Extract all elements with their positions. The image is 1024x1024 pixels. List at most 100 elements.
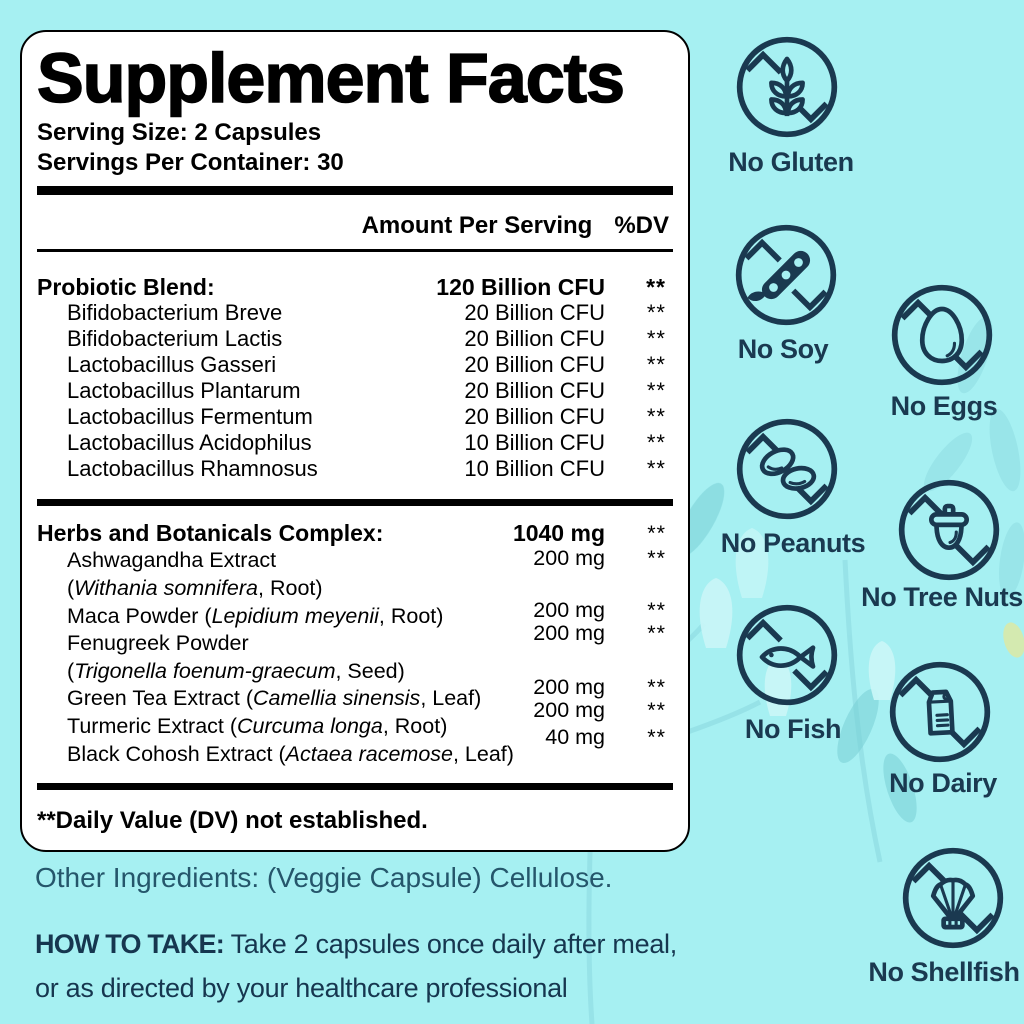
ingredient-name: Bifidobacterium Lactis [67, 326, 283, 351]
ingredient-amount: 40 mg [545, 725, 605, 749]
ingredient-amount: 20 Billion CFU [464, 404, 605, 429]
wheat-icon [736, 36, 838, 138]
probiotic-item-row: Lactobacillus Acidophilus 10 Billion CFU *… [37, 430, 673, 456]
no-shellfish-badge [901, 846, 1005, 950]
divider-thick-middle [37, 499, 673, 506]
no-shellfish-label: No Shellfish [868, 957, 1020, 987]
ingredient-dv: ** [646, 378, 666, 403]
probiotic-item-row: Bifidobacterium Lactis 20 Billion CFU ** [37, 326, 673, 352]
ingredient-dv: ** [646, 404, 666, 429]
ingredient-name: Ashwagandha Extract [67, 548, 277, 572]
ingredient-amount: 200 mg [533, 598, 605, 622]
ingredient-dv: ** [646, 352, 666, 377]
ingredient-amount: 200 mg [533, 546, 605, 570]
ingredient-dv: ** [647, 698, 666, 722]
how-to-take-line1: Take 2 capsules once daily after meal, [223, 929, 678, 959]
ingredient-name: Lactobacillus Fermentum [67, 404, 313, 429]
dv-header: %DV [614, 212, 669, 239]
ingredient-amount: 200 mg [533, 621, 605, 645]
no-fish-label: No Fish [744, 714, 842, 744]
herbs-header-name: Herbs and Botanicals Complex: [37, 520, 384, 546]
herbs-header-dv: ** [647, 521, 666, 545]
peanut-icon [736, 418, 838, 520]
ingredient-name: Lactobacillus Acidophilus [67, 430, 312, 455]
ingredient-amount: 200 mg [533, 675, 605, 699]
no-dairy-badge [888, 660, 992, 764]
ingredient-dv: ** [646, 274, 666, 300]
ingredient-amount: 120 Billion CFU [436, 274, 605, 300]
no-gluten-label: No Gluten [728, 147, 854, 177]
ingredient-dv: ** [646, 326, 666, 351]
ingredient-dv: ** [646, 430, 666, 455]
no-soy-label: No Soy [737, 334, 829, 364]
ingredient-name: Turmeric Extract (Curcuma longa, Root) [67, 714, 448, 738]
how-to-take: HOW TO TAKE: Take 2 capsules once daily … [35, 922, 735, 1010]
herbs-header-amount: 1040 mg [512, 520, 605, 546]
ingredient-name: (Withania somnifera, Root) [67, 576, 323, 600]
servings-per-container: Servings Per Container: 30 [37, 149, 344, 176]
ingredient-name: Maca Powder (Lepidium meyenii, Root) [67, 604, 444, 628]
ingredient-amount: 20 Billion CFU [464, 300, 605, 325]
no-peanuts-label: No Peanuts [720, 528, 866, 558]
milk-carton-icon [889, 661, 991, 763]
ingredient-name: Fenugreek Powder [67, 631, 249, 655]
probiotic-item-row: Lactobacillus Gasseri 20 Billion CFU ** [37, 352, 673, 378]
ingredient-name: Green Tea Extract (Camellia sinensis, Le… [67, 686, 482, 710]
other-ingredients: Other Ingredients: (Veggie Capsule) Cell… [35, 862, 612, 894]
ingredient-name: (Trigonella foenum-graecum, Seed) [67, 659, 405, 683]
ingredient-name: Probiotic Blend: [37, 274, 215, 300]
no-eggs-badge [890, 283, 994, 387]
probiotic-item-row: Bifidobacterium Breve 20 Billion CFU ** [37, 300, 673, 326]
amount-per-serving-header: Amount Per Serving [361, 212, 593, 239]
ingredient-name: Lactobacillus Plantarum [67, 378, 301, 403]
ingredient-dv: ** [646, 456, 666, 481]
ingredient-amount: 20 Billion CFU [464, 378, 605, 403]
divider-thin [37, 249, 673, 252]
fish-icon [736, 604, 838, 706]
panel-title: Supplement Facts [36, 39, 626, 117]
daily-value-footnote: **Daily Value (DV) not established. [37, 807, 428, 834]
no-tree-nuts-label: No Tree Nuts [861, 582, 1023, 612]
ingredient-amount: 10 Billion CFU [464, 456, 605, 481]
other-ingredients-label: Other Ingredients: [35, 862, 260, 893]
ingredient-dv: ** [647, 546, 666, 570]
serving-size: Serving Size: 2 Capsules [37, 119, 322, 146]
no-eggs-label: No Eggs [890, 391, 998, 421]
soybean-icon [735, 224, 837, 326]
ingredient-name: Black Cohosh Extract (Actaea racemose, L… [67, 742, 514, 766]
ingredient-dv: ** [647, 675, 666, 699]
ingredient-amount: 20 Billion CFU [464, 326, 605, 351]
probiotic-item-row: Lactobacillus Fermentum 20 Billion CFU ** [37, 404, 673, 430]
supplement-facts-panel: Supplement Facts Serving Size: 2 Capsule… [20, 30, 690, 852]
no-fish-badge [735, 603, 839, 707]
ingredient-dv: ** [646, 300, 666, 325]
probiotic-item-row: Lactobacillus Plantarum 20 Billion CFU ** [37, 378, 673, 404]
divider-thick-top [37, 186, 673, 195]
no-soy-badge [734, 223, 838, 327]
scallop-shell-icon [902, 847, 1004, 949]
how-to-take-label: HOW TO TAKE: [35, 929, 225, 959]
probiotic-header-row: Probiotic Blend: 120 Billion CFU ** [37, 274, 673, 300]
no-dairy-label: No Dairy [889, 768, 997, 798]
egg-icon [891, 284, 993, 386]
ingredient-name: Lactobacillus Rhamnosus [67, 456, 318, 481]
column-headers: Amount Per Serving %DV [37, 211, 673, 241]
no-peanuts-badge [735, 417, 839, 521]
other-ingredients-text: (Veggie Capsule) Cellulose. [259, 862, 613, 893]
ingredient-dv: ** [647, 621, 666, 645]
probiotic-blend-table: Probiotic Blend: 120 Billion CFU ** Bifidob… [37, 274, 673, 482]
no-tree-nuts-badge [897, 478, 1001, 582]
ingredient-dv: ** [647, 598, 666, 622]
probiotic-item-row: Lactobacillus Rhamnosus 10 Billion CFU ** [37, 456, 673, 482]
acorn-icon [898, 479, 1000, 581]
ingredient-name: Bifidobacterium Breve [67, 300, 283, 325]
ingredient-amount: 20 Billion CFU [464, 352, 605, 377]
no-gluten-badge [735, 35, 839, 139]
ingredient-dv: ** [647, 725, 666, 749]
how-to-take-line2: or as directed by your healthcare profes… [35, 973, 568, 1003]
herbs-botanicals-table: Herbs and Botanicals Complex: 1040 mg ** As… [37, 520, 673, 770]
ingredient-name: Lactobacillus Gasseri [67, 352, 277, 377]
ingredient-amount: 200 mg [533, 698, 605, 722]
ingredient-amount: 10 Billion CFU [464, 430, 605, 455]
